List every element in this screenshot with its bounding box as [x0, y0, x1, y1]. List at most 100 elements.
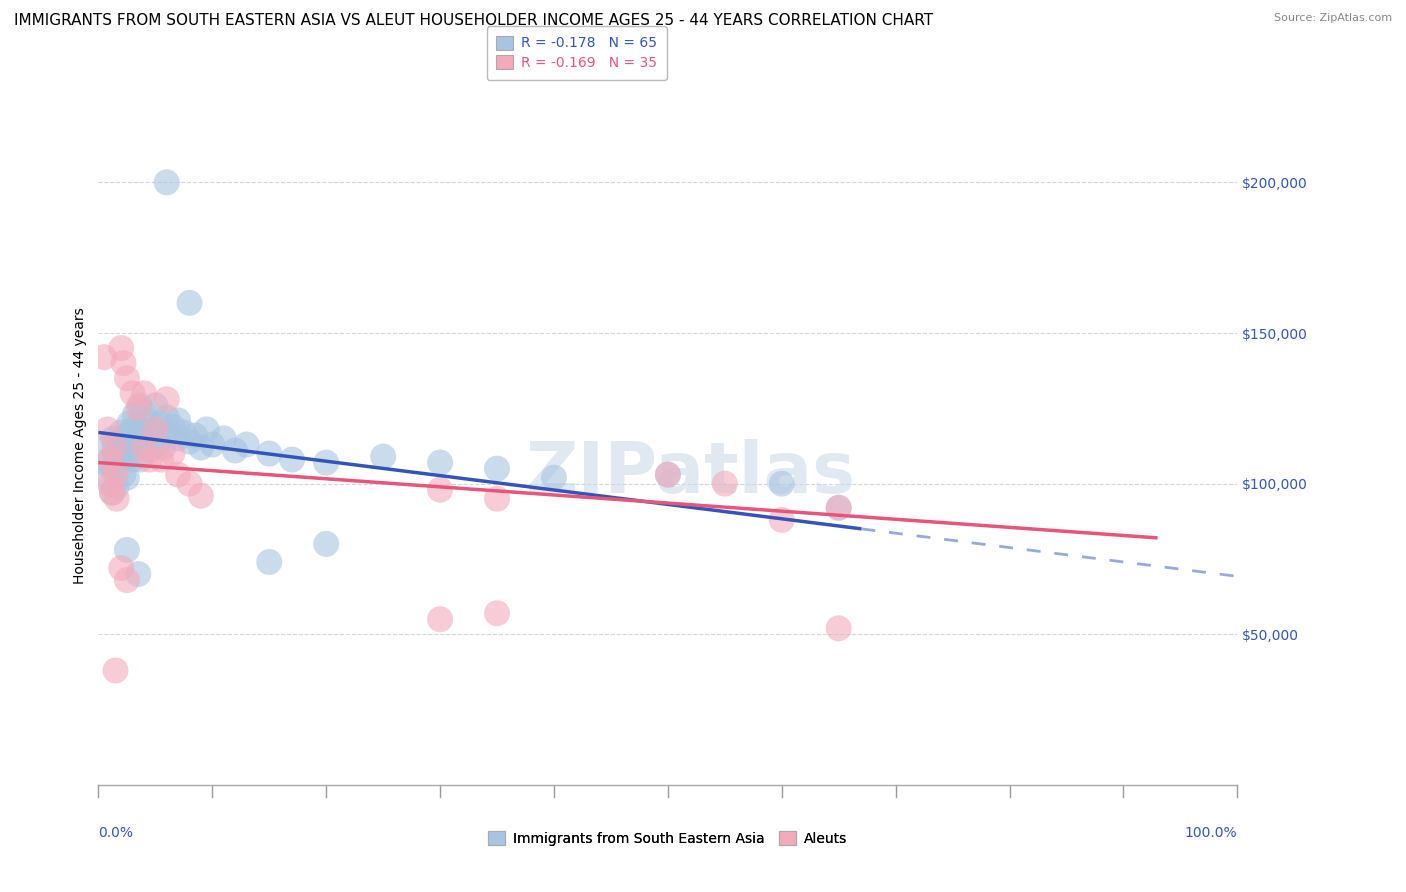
Point	[135, 413, 157, 427]
Point	[179, 296, 201, 310]
Point	[103, 441, 125, 455]
Point	[184, 428, 207, 442]
Point	[121, 386, 143, 401]
Point	[101, 485, 124, 500]
Point	[105, 480, 128, 494]
Point	[150, 417, 173, 431]
Point	[132, 404, 155, 418]
Point	[145, 398, 167, 412]
Point	[146, 437, 169, 451]
Point	[125, 437, 148, 451]
Point	[150, 452, 173, 467]
Point	[167, 467, 190, 482]
Point	[543, 470, 565, 484]
Point	[156, 392, 179, 407]
Point	[115, 450, 138, 464]
Point	[127, 401, 149, 416]
Point	[110, 425, 132, 440]
Point	[162, 419, 184, 434]
Point	[103, 461, 125, 475]
Point	[156, 410, 179, 425]
Point	[93, 456, 115, 470]
Point	[132, 441, 155, 455]
Point	[98, 437, 121, 451]
Point	[138, 425, 160, 440]
Point	[110, 452, 132, 467]
Point	[98, 452, 121, 467]
Point	[114, 428, 136, 442]
Point	[162, 446, 184, 460]
Point	[429, 456, 451, 470]
Point	[259, 555, 281, 569]
Point	[828, 621, 851, 635]
Text: ZIPatlas: ZIPatlas	[526, 439, 856, 508]
Point	[112, 467, 135, 482]
Point	[101, 485, 124, 500]
Point	[167, 413, 190, 427]
Point	[167, 432, 190, 446]
Point	[179, 476, 201, 491]
Point	[429, 483, 451, 497]
Point	[98, 476, 121, 491]
Point	[315, 537, 337, 551]
Point	[259, 446, 281, 460]
Text: 0.0%: 0.0%	[98, 826, 134, 839]
Point	[657, 467, 679, 482]
Point	[129, 452, 152, 467]
Point	[110, 341, 132, 355]
Point	[124, 408, 146, 422]
Point	[96, 422, 118, 436]
Point	[96, 470, 118, 484]
Point	[315, 456, 337, 470]
Legend: Immigrants from South Eastern Asia, Aleuts: Immigrants from South Eastern Asia, Aleu…	[481, 824, 855, 853]
Point	[179, 434, 201, 449]
Point	[127, 419, 149, 434]
Point	[657, 467, 679, 482]
Point	[103, 432, 125, 446]
Point	[118, 417, 141, 431]
Point	[486, 606, 509, 620]
Point	[190, 441, 212, 455]
Point	[224, 443, 246, 458]
Point	[132, 434, 155, 449]
Point	[714, 476, 737, 491]
Point	[770, 476, 793, 491]
Point	[235, 437, 257, 451]
Point	[132, 386, 155, 401]
Point	[201, 437, 224, 451]
Point	[173, 425, 195, 440]
Text: IMMIGRANTS FROM SOUTH EASTERN ASIA VS ALEUT HOUSEHOLDER INCOME AGES 25 - 44 YEAR: IMMIGRANTS FROM SOUTH EASTERN ASIA VS AL…	[14, 13, 934, 29]
Text: Source: ZipAtlas.com: Source: ZipAtlas.com	[1274, 13, 1392, 23]
Point	[112, 356, 135, 370]
Y-axis label: Householder Income Ages 25 - 44 years: Householder Income Ages 25 - 44 years	[73, 308, 87, 584]
Point	[115, 470, 138, 484]
Point	[138, 443, 160, 458]
Point	[104, 467, 127, 482]
Point	[98, 456, 121, 470]
Point	[190, 489, 212, 503]
Point	[128, 398, 150, 412]
Point	[828, 500, 851, 515]
Point	[429, 612, 451, 626]
Point	[115, 543, 138, 558]
Point	[770, 513, 793, 527]
Point	[115, 573, 138, 587]
Point	[104, 446, 127, 460]
Point	[138, 452, 160, 467]
Point	[828, 500, 851, 515]
Point	[108, 437, 131, 451]
Point	[152, 441, 174, 455]
Point	[145, 422, 167, 436]
Point	[121, 422, 143, 436]
Point	[157, 428, 180, 442]
Point	[127, 567, 149, 582]
Point	[486, 491, 509, 506]
Point	[104, 664, 127, 678]
Point	[156, 175, 179, 189]
Point	[105, 491, 128, 506]
Point	[120, 441, 142, 455]
Point	[110, 561, 132, 575]
Point	[145, 422, 167, 436]
Point	[486, 461, 509, 475]
Point	[281, 452, 304, 467]
